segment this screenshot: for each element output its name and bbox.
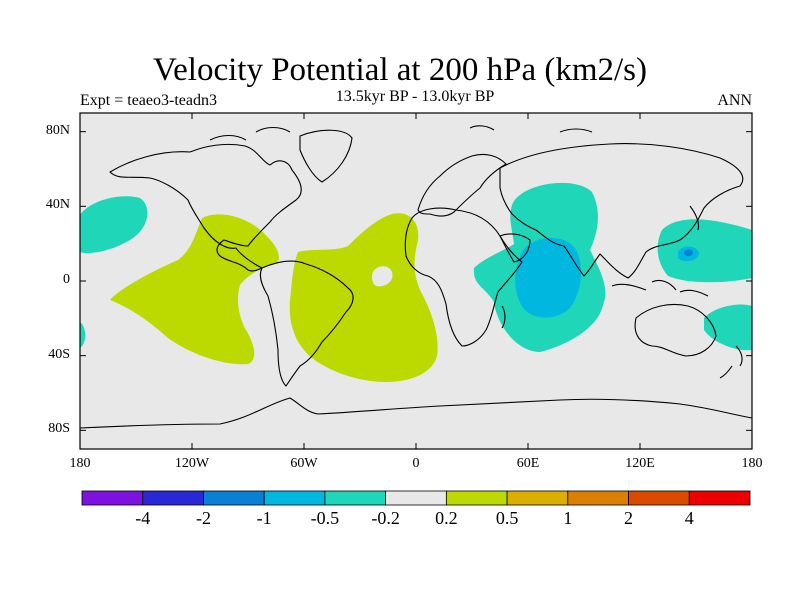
colorbar-box (385, 490, 447, 506)
coast-australia (634, 303, 717, 357)
coast-europe (417, 153, 507, 217)
contour-fields (80, 182, 752, 382)
contour-neg-02-pacific-sw-edge (80, 322, 86, 348)
lon-tick-label: 0 (412, 456, 420, 471)
coast-japan (689, 205, 700, 231)
colorbar-label: 0.5 (495, 508, 519, 528)
coastlines (80, 125, 752, 429)
coast-africa (404, 207, 523, 347)
contour-neg-05-india (515, 237, 582, 318)
colorbar-label: -0.5 (310, 508, 340, 528)
colorbar-box (688, 490, 751, 506)
colorbar-label: -0.2 (371, 508, 400, 528)
colorbar-box (142, 490, 204, 506)
contour-pos-02-east-pacific (110, 214, 279, 365)
season-label: ANN (717, 92, 752, 109)
colorbar-box (203, 490, 265, 506)
chart-title: Velocity Potential at 200 hPa (km2/s) (152, 52, 648, 88)
chart-subtitle: 13.5kyr BP - 13.0kyr BP (335, 88, 495, 105)
colorbar-label: -1 (256, 508, 272, 528)
lon-tick-label: 180 (741, 456, 763, 471)
coast-madagascar (501, 305, 506, 329)
colorbar (81, 490, 751, 506)
coast-arabia (499, 233, 531, 263)
coast-greenland (299, 129, 353, 183)
colorbar-label: 1 (563, 508, 573, 528)
experiment-label: Expt = teaeo3-teadn3 (80, 92, 217, 109)
colorbar-label: -2 (195, 508, 211, 528)
contour-neg-02-pacific-ne (80, 196, 148, 254)
coast-south-america (259, 260, 354, 387)
colorbar-box (324, 490, 387, 506)
colorbar-box (567, 490, 629, 506)
colorbar-box (445, 490, 508, 506)
lon-tick-label: 60E (516, 456, 540, 471)
axis-ticks (79, 113, 753, 449)
contour-neg-02-sw-pacific (704, 304, 752, 351)
colorbar-box (506, 490, 569, 506)
lat-tick-label: 40N (45, 197, 70, 213)
lat-tick-label: 0 (63, 272, 70, 287)
lat-tick-label: 40S (48, 346, 70, 362)
contour-pos-02-atlantic (289, 213, 438, 382)
lon-tick-label: 120E (625, 456, 655, 471)
lat-tick-label: 80S (48, 421, 70, 437)
lat-tick-label: 80N (45, 122, 70, 138)
coast-north-america (109, 143, 302, 272)
coast-new-zealand (719, 345, 743, 379)
colorbar-box (263, 490, 326, 506)
lon-tick-label: 120W (174, 456, 210, 471)
lon-tick-label: 60W (290, 456, 318, 471)
colorbar-label: -4 (135, 508, 151, 528)
contour-neg-1-west-pacific (684, 249, 693, 257)
coast-arctic-islands (209, 125, 593, 141)
colorbar-label: 4 (684, 508, 694, 528)
lon-tick-label: 180 (69, 456, 91, 471)
contour-hole-atlantic (372, 266, 393, 287)
colorbar-box (81, 490, 144, 506)
contour-neg-02-west-pacific (657, 219, 752, 283)
colorbar-label: 2 (624, 508, 634, 528)
coast-antarctica (80, 397, 752, 429)
colorbar-label: 0.2 (435, 508, 458, 528)
coast-indonesia (611, 279, 709, 297)
coast-asia (499, 143, 744, 279)
colorbar-box (628, 490, 690, 506)
